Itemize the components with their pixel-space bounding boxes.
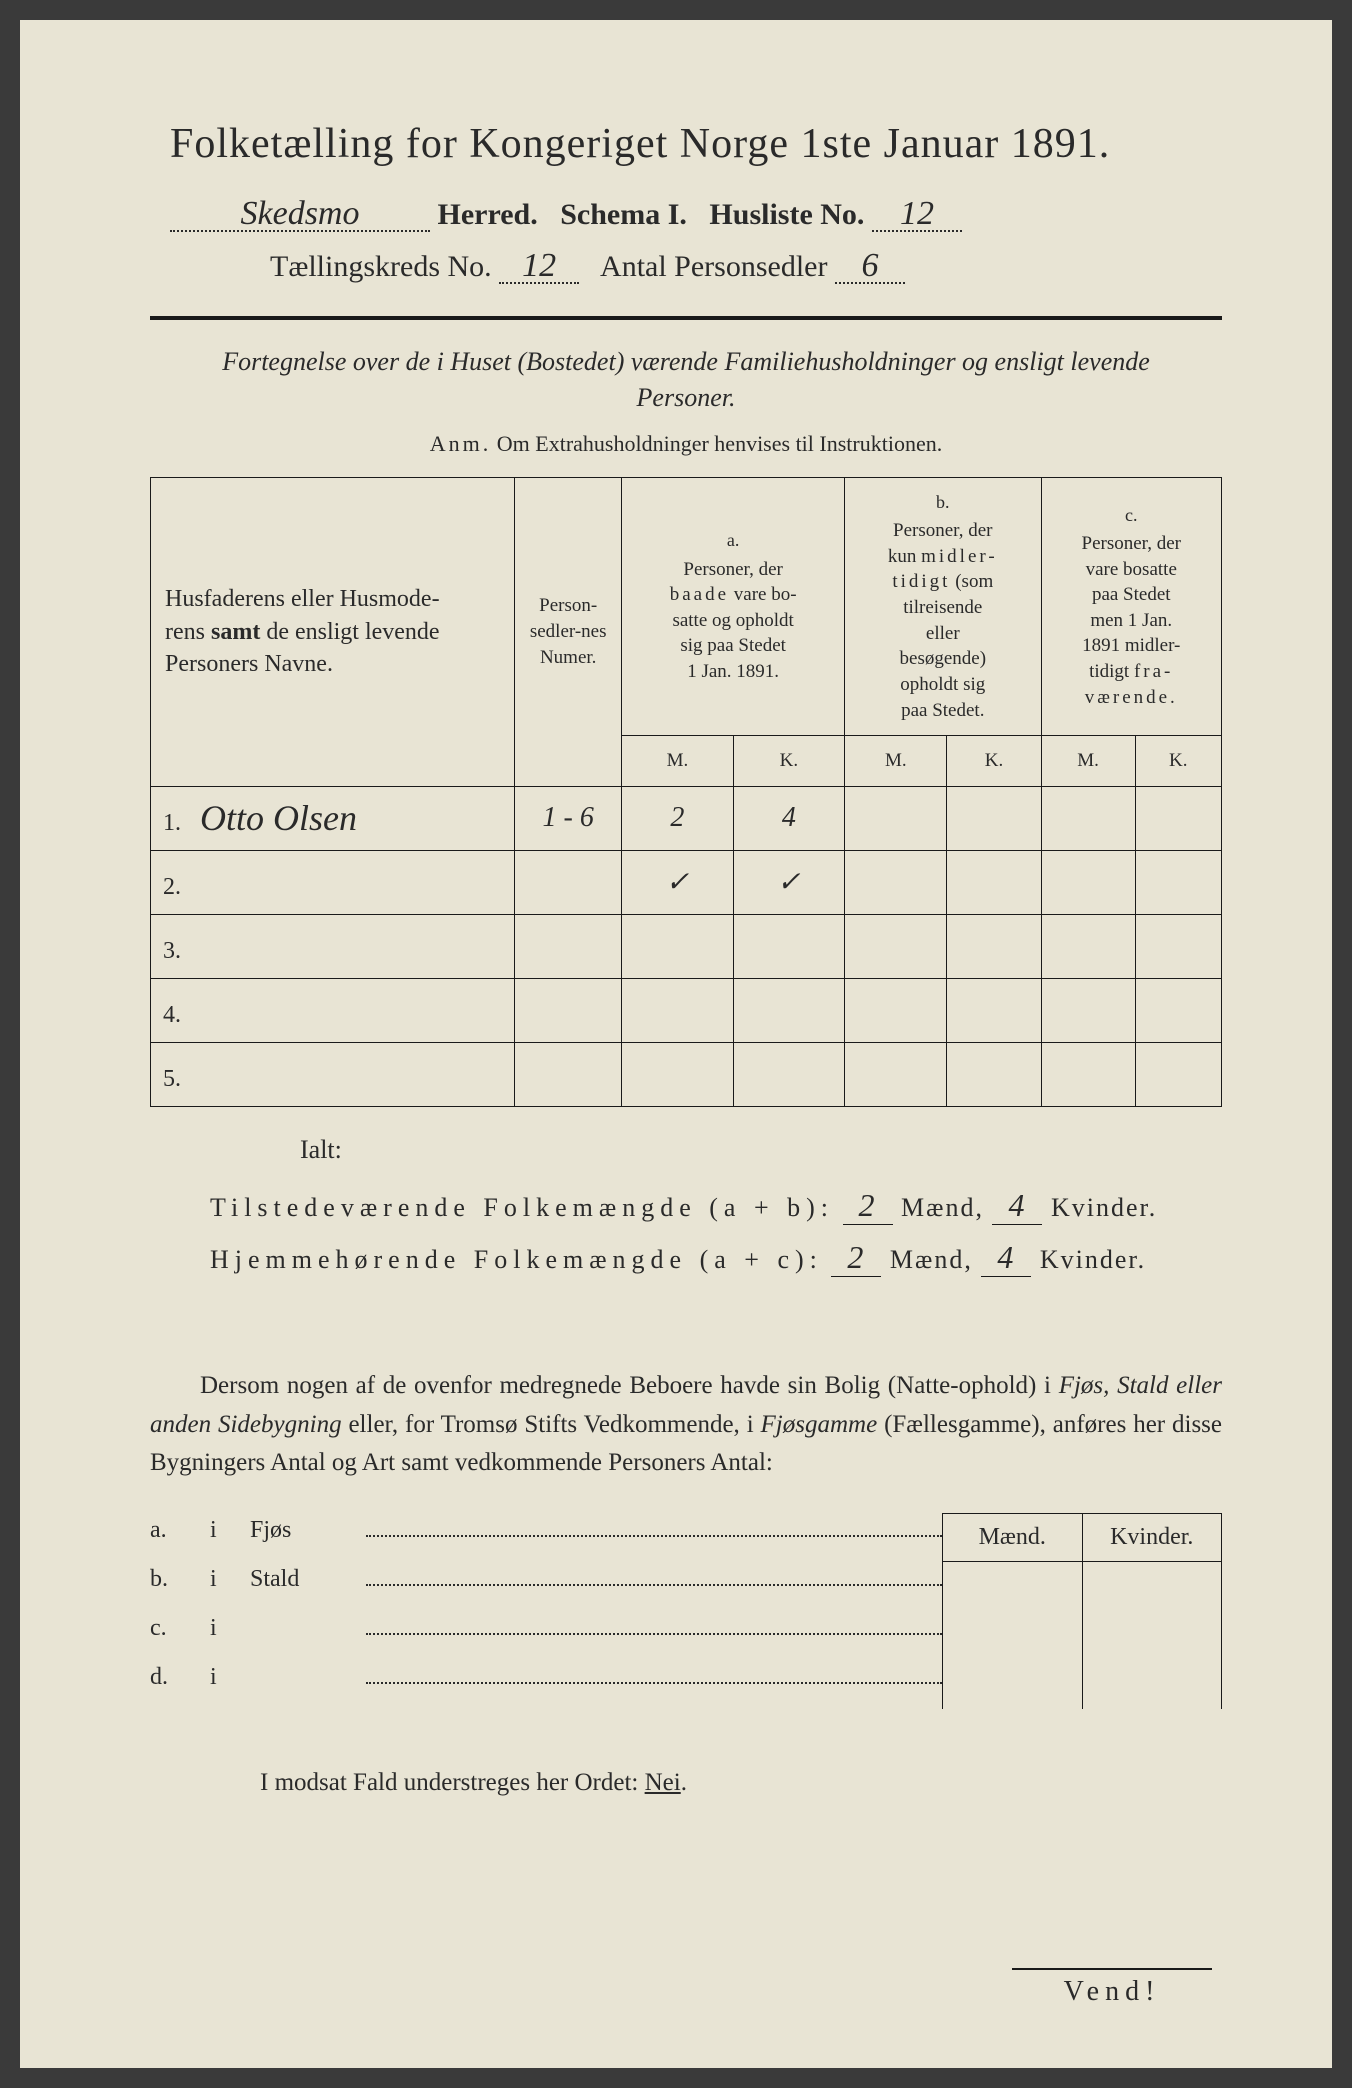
c-k-header: K. [1135, 736, 1221, 787]
b-k-cell [947, 786, 1041, 850]
a-m-cell: ✓ [622, 850, 733, 914]
b-k-cell [947, 850, 1041, 914]
b-k-cell [947, 978, 1041, 1042]
c-m-cell [1041, 850, 1135, 914]
sidebygning-mk-box: Mænd. Kvinder. [942, 1513, 1222, 1709]
col-c-header: c. Personer, dervare bosattepaa Stedetme… [1041, 477, 1222, 735]
b-m-cell [845, 850, 947, 914]
sum2-k: 4 [981, 1239, 1031, 1277]
sum1-k: 4 [992, 1187, 1042, 1225]
herred-value: Skedsmo [170, 199, 430, 232]
anm-lead: Anm. [430, 431, 492, 456]
c-m-header: M. [1041, 736, 1135, 787]
name-cell: 5. [151, 1042, 515, 1106]
modsat-line: I modsat Fald understreges her Ordet: Ne… [260, 1769, 1222, 1797]
col-num-header: Person-sedler-nes Numer. [515, 477, 622, 786]
kvinder-col: Kvinder. [1083, 1514, 1222, 1709]
a-m-cell [622, 978, 733, 1042]
dersom-paragraph: Dersom nogen af de ovenfor medregnede Be… [150, 1367, 1222, 1483]
col-name-header: Husfaderens eller Husmode-rens samt de e… [151, 477, 515, 786]
col-b-header: b. Personer, derkun midler-tidigt (somti… [845, 477, 1041, 735]
a-k-cell [733, 1042, 844, 1106]
table-row: 4. [151, 978, 1222, 1042]
sum1-m: 2 [843, 1187, 893, 1225]
a-m-cell: 2 [622, 786, 733, 850]
divider [150, 316, 1222, 320]
name-cell: 3. [151, 914, 515, 978]
sidebygning-section: a.iFjøs b.iStald c.i d.i Mænd. Kvinder. [150, 1513, 1222, 1709]
summary-line-1: Tilstedeværende Folkemængde (a + b): 2 M… [210, 1187, 1222, 1225]
pnum-cell [515, 914, 622, 978]
census-form-page: Folketælling for Kongeriget Norge 1ste J… [20, 20, 1332, 2068]
c-k-cell [1135, 1042, 1221, 1106]
b-m-cell [845, 978, 947, 1042]
col-a-header: a. Personer, derbaade vare bo-satte og o… [622, 477, 845, 735]
b-k-header: K. [947, 736, 1041, 787]
kreds-label: Tællingskreds No. [270, 250, 492, 283]
name-cell: 2. [151, 850, 515, 914]
pnum-cell [515, 978, 622, 1042]
a-m-header: M. [622, 736, 733, 787]
c-k-cell [1135, 850, 1221, 914]
husliste-value: 12 [872, 199, 962, 232]
name-cell: 1. Otto Olsen [151, 786, 515, 850]
maend-col: Mænd. [943, 1514, 1083, 1709]
page-title: Folketælling for Kongeriget Norge 1ste J… [170, 120, 1222, 168]
c-m-cell [1041, 1042, 1135, 1106]
b-m-cell [845, 914, 947, 978]
a-m-cell [622, 914, 733, 978]
c-m-cell [1041, 914, 1135, 978]
a-k-cell [733, 978, 844, 1042]
sidebygning-list: a.iFjøs b.iStald c.i d.i [150, 1513, 942, 1709]
a-k-header: K. [733, 736, 844, 787]
sidebygning-row: d.i [150, 1660, 942, 1691]
name-cell: 4. [151, 978, 515, 1042]
antal-label: Antal Personsedler [600, 250, 827, 283]
household-table: Husfaderens eller Husmode-rens samt de e… [150, 477, 1222, 1107]
a-m-cell [622, 1042, 733, 1106]
a-k-cell: 4 [733, 786, 844, 850]
summary-line-2: Hjemmehørende Folkemængde (a + c): 2 Mæn… [210, 1239, 1222, 1277]
b-k-cell [947, 1042, 1041, 1106]
a-k-cell [733, 914, 844, 978]
header-row-2: Tællingskreds No. 12 Antal Personsedler … [270, 250, 1222, 284]
anm-text: Om Extrahusholdninger henvises til Instr… [497, 431, 942, 456]
sidebygning-row: c.i [150, 1611, 942, 1642]
sidebygning-row: b.iStald [150, 1562, 942, 1593]
b-m-cell [845, 786, 947, 850]
vend-label: Vend! [1012, 1968, 1212, 2008]
header-row-1: Skedsmo Herred. Schema I. Husliste No. 1… [170, 198, 1222, 232]
antal-value: 6 [835, 251, 905, 284]
ialt-label: Ialt: [300, 1135, 1222, 1165]
pnum-cell: 1 - 6 [515, 786, 622, 850]
table-row: 2. ✓✓ [151, 850, 1222, 914]
table-row: 1. Otto Olsen1 - 624 [151, 786, 1222, 850]
table-row: 5. [151, 1042, 1222, 1106]
sidebygning-row: a.iFjøs [150, 1513, 942, 1544]
b-m-header: M. [845, 736, 947, 787]
husliste-label: Husliste No. [709, 198, 864, 231]
pnum-cell [515, 850, 622, 914]
sum2-m: 2 [831, 1239, 881, 1277]
c-m-cell [1041, 786, 1135, 850]
pnum-cell [515, 1042, 622, 1106]
c-k-cell [1135, 786, 1221, 850]
b-m-cell [845, 1042, 947, 1106]
table-row: 3. [151, 914, 1222, 978]
c-k-cell [1135, 978, 1221, 1042]
kreds-value: 12 [499, 251, 579, 284]
herred-label: Herred. [438, 198, 538, 231]
fortegnelse-text: Fortegnelse over de i Huset (Bostedet) v… [190, 344, 1182, 417]
c-m-cell [1041, 978, 1135, 1042]
b-k-cell [947, 914, 1041, 978]
schema-label: Schema I. [560, 198, 687, 231]
c-k-cell [1135, 914, 1221, 978]
anm-line: Anm. Om Extrahusholdninger henvises til … [150, 431, 1222, 457]
a-k-cell: ✓ [733, 850, 844, 914]
